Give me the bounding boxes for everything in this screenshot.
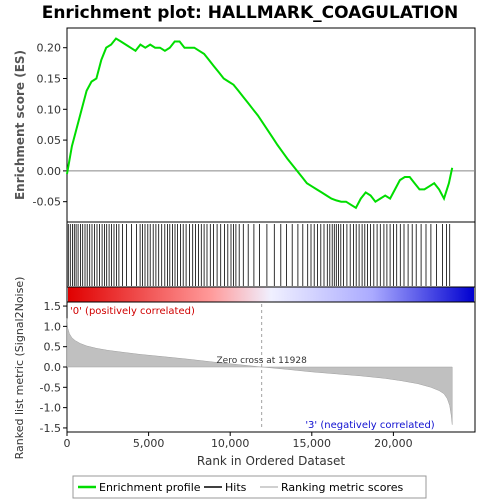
- es-y-tick-label: 0.05: [37, 134, 62, 147]
- metric-y-tick-label: -0.5: [40, 381, 61, 394]
- legend-frame: [72, 475, 427, 499]
- es-y-tick-label: 0.20: [37, 42, 62, 55]
- enrichment-profile-line: [66, 37, 454, 210]
- legend-label-ranking: Ranking metric scores: [281, 481, 403, 494]
- metric-y-tick-label: 0.5: [44, 341, 62, 354]
- x-tick-label: 10,000: [211, 437, 250, 450]
- legend: Enrichment profile Hits Ranking metric s…: [72, 475, 427, 499]
- metric-y-axis: -1.5 -1.0 -0.5 0.0 0.5 1.0 1.5: [40, 300, 67, 435]
- x-tick-label: 20,000: [374, 437, 413, 450]
- chart-title: Enrichment plot: HALLMARK_COAGULATION: [42, 3, 459, 23]
- es-y-tick-label: -0.05: [33, 196, 61, 209]
- positive-correlation-label: '0' (positively correlated): [70, 306, 195, 317]
- metric-panel: Zero cross at 11928 '0' (positively corr…: [13, 277, 476, 468]
- es-panel: -0.05 0.00 0.05 0.10 0.15 0.20 Enrichment sco…: [13, 27, 476, 223]
- negative-correlation-label: '3' (negatively correlated): [305, 420, 434, 431]
- legend-label-hits: Hits: [225, 481, 247, 494]
- es-y-axis-label: Enrichment score (ES): [13, 50, 27, 200]
- es-y-axis: -0.05 0.00 0.05 0.10 0.15 0.20: [33, 42, 67, 209]
- hits-panel: [66, 221, 476, 303]
- metric-y-tick-label: 0.0: [44, 361, 62, 374]
- legend-label-enrichment: Enrichment profile: [99, 481, 201, 494]
- metric-y-axis-label: Ranked list metric (Signal2Noise): [13, 277, 26, 460]
- zero-cross-label: Zero cross at 11928: [217, 356, 308, 366]
- x-tick-label: 15,000: [293, 437, 332, 450]
- es-y-tick-label: 0.00: [37, 165, 62, 178]
- metric-y-tick-label: -1.5: [40, 422, 61, 435]
- x-axis: 0 5,000 10,000 15,000 20,000: [64, 432, 413, 450]
- x-tick-label: 5,000: [133, 437, 165, 450]
- metric-y-tick-label: -1.0: [40, 402, 61, 415]
- hits-panel-frame: [66, 221, 476, 288]
- metric-y-tick-label: 1.0: [44, 320, 62, 333]
- es-y-tick-label: 0.10: [37, 103, 62, 116]
- rank-colorbar: [68, 287, 474, 302]
- es-y-tick-label: 0.15: [37, 73, 62, 86]
- x-axis-label: Rank in Ordered Dataset: [197, 454, 345, 468]
- metric-y-tick-label: 1.5: [44, 300, 62, 313]
- x-tick-label: 0: [64, 437, 71, 450]
- es-panel-frame: [66, 27, 476, 223]
